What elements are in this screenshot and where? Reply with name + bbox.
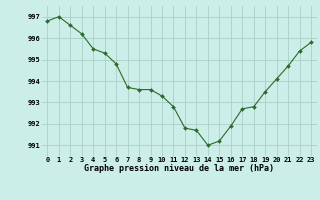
X-axis label: Graphe pression niveau de la mer (hPa): Graphe pression niveau de la mer (hPa) — [84, 164, 274, 173]
